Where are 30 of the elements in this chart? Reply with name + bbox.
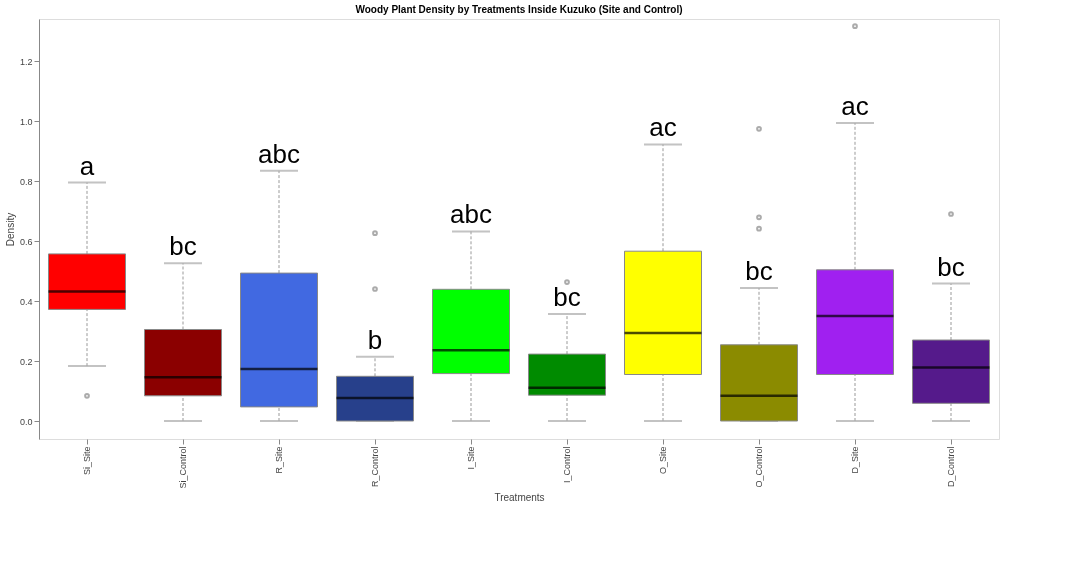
- y-tick-label: 1.2: [19, 56, 33, 67]
- annotation: abc: [258, 138, 300, 169]
- annotation: bc: [937, 251, 965, 282]
- y-tick-label: 0.6: [19, 236, 33, 247]
- x-tick-label: R_Control: [370, 446, 380, 488]
- x-tick-label: D_Site: [850, 446, 860, 474]
- annotation: abc: [450, 199, 492, 230]
- x-tick-label: I_Site: [466, 446, 476, 470]
- x-tick-label: O_Site: [658, 446, 668, 475]
- y-tick-label: 0.8: [19, 176, 33, 187]
- x-tick-label: Si_Site: [82, 446, 92, 476]
- annotation: a: [79, 150, 95, 181]
- annotation: bc: [553, 281, 581, 312]
- annotation: bc: [745, 256, 773, 287]
- annotation: b: [367, 324, 383, 355]
- y-tick-label: 0.0: [19, 416, 33, 427]
- x-tick-label: I_Control: [562, 446, 572, 484]
- y-tick-label: 0.4: [19, 296, 33, 307]
- x-tick-label: D_Control: [946, 446, 956, 488]
- x-tick-label: R_Site: [274, 446, 284, 474]
- annotation: bc: [169, 231, 197, 262]
- annotation: ac: [841, 91, 869, 122]
- annotation: ac: [649, 112, 677, 143]
- y-tick-label: 0.2: [19, 356, 33, 367]
- x-tick-label: O_Control: [754, 446, 764, 488]
- x-tick-label: Si_Control: [178, 446, 188, 489]
- y-tick-label: 1.0: [19, 116, 33, 127]
- chart-title: Woody Plant Density by Treatments Inside Kuzuko (Site and Control): [355, 4, 683, 15]
- x-axis-title: Treatments: [494, 491, 545, 503]
- y-axis-title: Density: [4, 212, 16, 247]
